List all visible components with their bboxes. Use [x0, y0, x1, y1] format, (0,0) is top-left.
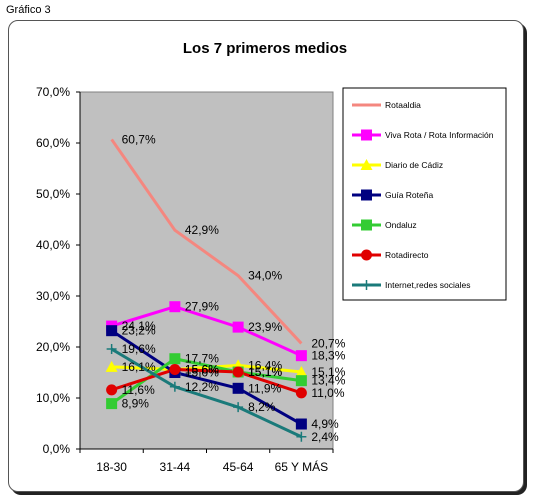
- data-point: [233, 402, 244, 413]
- series-line: [110, 329, 303, 426]
- data-label: 16,4%: [248, 358, 282, 372]
- data-label: 13,4%: [311, 374, 345, 388]
- legend-label: Ondaluz: [385, 220, 417, 230]
- legend-label: Rotadirecto: [385, 250, 429, 260]
- data-label: 11,6%: [122, 383, 155, 397]
- data-label: 23,2%: [122, 324, 156, 338]
- data-point: [295, 375, 307, 387]
- legend-label: Diario de Cádiz: [385, 160, 443, 170]
- data-point: [361, 219, 372, 231]
- series-line: [111, 305, 302, 358]
- chart-title: Los 7 primeros medios: [183, 40, 347, 57]
- data-label: 12,2%: [185, 380, 219, 394]
- legend-label: Viva Rota / Rota Información: [385, 130, 494, 140]
- data-label: 15,1%: [248, 365, 282, 379]
- data-point: [169, 301, 181, 313]
- data-point: [169, 353, 181, 365]
- data-label: 8,2%: [248, 400, 276, 414]
- legend-label: Internet,redes sociales: [385, 280, 471, 290]
- data-label: 4,9%: [311, 417, 339, 431]
- x-tick-label: 45-64: [223, 460, 254, 474]
- data-point: [296, 431, 307, 442]
- figure-caption: Gráfico 3: [6, 4, 51, 16]
- data-label: 42,9%: [185, 223, 219, 237]
- y-tick-label: 20,0%: [36, 340, 70, 354]
- data-label: 8,9%: [122, 397, 150, 411]
- y-tick-label: 30,0%: [36, 289, 70, 303]
- data-point: [105, 360, 118, 372]
- data-point: [106, 325, 118, 337]
- data-label: 34,0%: [248, 269, 282, 283]
- data-label: 15,0%: [185, 366, 219, 380]
- data-label: 23,9%: [248, 320, 282, 334]
- data-point: [295, 387, 307, 399]
- data-point: [106, 398, 118, 410]
- data-point: [361, 280, 372, 290]
- y-tick-label: 50,0%: [36, 187, 70, 201]
- data-point: [106, 344, 117, 355]
- data-label: 27,9%: [185, 300, 219, 314]
- data-label: 11,0%: [311, 386, 344, 400]
- y-tick-label: 10,0%: [36, 391, 70, 405]
- data-point: [295, 350, 307, 362]
- x-tick-label: 65 Y MÁS: [275, 459, 329, 474]
- data-point: [295, 365, 308, 377]
- data-label: 15,6%: [185, 362, 219, 376]
- data-point: [232, 382, 244, 394]
- data-point: [361, 129, 372, 141]
- data-point: [232, 366, 244, 378]
- data-point: [106, 384, 118, 396]
- x-tick-label: 18-30: [96, 460, 127, 474]
- data-label: 2,4%: [311, 430, 339, 444]
- data-point: [169, 363, 181, 375]
- data-label: 15,1%: [248, 365, 282, 379]
- data-point: [361, 249, 372, 261]
- data-point: [360, 159, 373, 170]
- series-line: [111, 367, 302, 395]
- legend-label: Guía Roteña: [385, 190, 433, 200]
- data-label: 19,6%: [122, 342, 156, 356]
- data-label: 11,9%: [248, 381, 281, 395]
- data-label: 60,7%: [122, 132, 156, 146]
- y-tick-label: 0,0%: [43, 442, 71, 456]
- data-point: [295, 418, 307, 430]
- data-label: 17,7%: [185, 352, 219, 366]
- data-label: 15,6%: [185, 362, 219, 376]
- x-tick-label: 31-44: [160, 460, 191, 474]
- data-label: 24,1%: [122, 319, 156, 333]
- y-tick-label: 60,0%: [36, 136, 70, 150]
- series-line: [110, 347, 303, 439]
- data-label: 15,1%: [311, 365, 345, 379]
- legend-label: Rotaaldia: [385, 100, 421, 110]
- data-point: [169, 381, 180, 392]
- series-line: [110, 138, 303, 345]
- data-point: [361, 189, 372, 201]
- data-label: 20,7%: [311, 336, 345, 350]
- y-tick-label: 70,0%: [36, 85, 70, 99]
- data-point: [232, 321, 244, 333]
- y-tick-label: 40,0%: [36, 238, 70, 252]
- data-label: 16,1%: [122, 360, 156, 374]
- data-label: 18,3%: [311, 349, 345, 363]
